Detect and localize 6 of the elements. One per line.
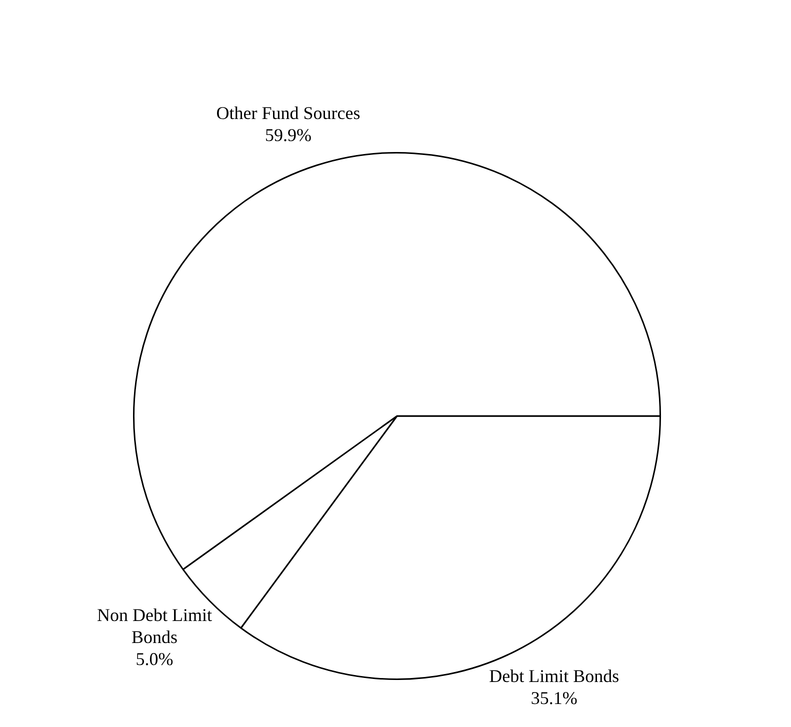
slice-label: Debt Limit Bonds — [489, 666, 620, 686]
data-label: 35.1% — [530, 688, 578, 708]
data-label: 5.0% — [136, 648, 174, 669]
data-label: 59.9% — [265, 125, 312, 146]
slice-label: Other Fund Sources — [216, 103, 360, 124]
slice-label: Non Debt Limit Bonds — [97, 604, 212, 647]
